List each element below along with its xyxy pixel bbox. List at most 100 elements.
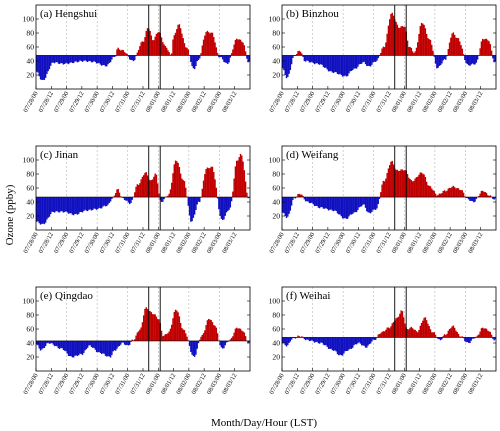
ozone-bar: [293, 197, 295, 198]
ozone-bar: [42, 340, 44, 349]
ozone-bar: [462, 54, 465, 56]
ozone-bar: [109, 197, 112, 202]
ozone-bar: [404, 26, 406, 56]
ozone-bar: [410, 180, 413, 198]
ozone-bar: [233, 44, 235, 56]
ozone-bar: [197, 197, 200, 202]
ozone-bar: [483, 191, 485, 198]
ozone-bar: [331, 197, 334, 211]
ozone-bar: [423, 174, 425, 198]
ozone-bar: [195, 197, 197, 211]
ozone-bar: [282, 337, 284, 344]
ozone-bar: [140, 179, 142, 198]
ozone-bar: [324, 197, 326, 209]
ozone-bar: [221, 197, 224, 221]
ozone-bar: [39, 340, 42, 351]
ozone-bar: [294, 55, 297, 57]
ozone-bar: [127, 340, 130, 346]
ozone-bar: [65, 55, 67, 63]
ozone-bar: [185, 47, 187, 56]
ozone-bar: [292, 197, 294, 200]
ozone-bar: [247, 340, 249, 344]
ozone-bar: [103, 197, 105, 206]
ozone-bar: [346, 55, 349, 77]
ozone-bar: [420, 172, 423, 198]
ozone-bar: [131, 55, 133, 61]
ozone-bar: [311, 55, 313, 62]
ozone-bar: [141, 322, 144, 341]
ozone-bar: [201, 188, 204, 198]
ozone-bar: [134, 339, 136, 341]
panel-title: (c) Jinan: [40, 149, 79, 161]
ozone-bar: [155, 316, 158, 341]
ozone-bar: [329, 197, 331, 210]
ozone-bar: [493, 197, 495, 200]
ozone-bar: [429, 186, 432, 198]
ozone-bar: [177, 24, 179, 56]
ozone-bar: [469, 55, 471, 66]
ozone-bar: [135, 186, 137, 198]
ozone-bar: [211, 166, 214, 198]
ozone-bar: [221, 55, 224, 60]
ozone-bar: [112, 340, 114, 352]
ozone-bar: [299, 194, 302, 198]
ozone-bar: [308, 337, 311, 342]
ozone-bar: [438, 193, 441, 198]
ozone-bar: [368, 197, 371, 213]
ozone-bar: [283, 337, 285, 344]
ozone-bar: [244, 181, 247, 198]
ozone-bar: [64, 55, 66, 64]
ozone-bar: [359, 197, 362, 207]
ozone-bar: [404, 170, 406, 198]
ozone-bar: [145, 172, 147, 198]
ozone-bar: [422, 173, 424, 198]
ozone-bar: [315, 197, 317, 206]
ozone-bar: [227, 55, 229, 64]
ozone-bar: [334, 55, 336, 72]
ozone-bar: [346, 337, 349, 351]
panel-title: (b) Binzhou: [286, 8, 339, 20]
ozone-bar: [288, 197, 290, 214]
ozone-bar: [202, 39, 205, 56]
ozone-bar: [283, 197, 285, 214]
ozone-bar: [136, 332, 139, 341]
ozone-bar: [154, 173, 156, 198]
ozone-bar: [445, 191, 447, 198]
ozone-bar: [154, 36, 156, 56]
ozone-bar: [246, 55, 248, 59]
ozone-bar: [92, 55, 94, 63]
ozone-bar: [43, 55, 46, 80]
ozone-bar: [123, 52, 126, 56]
ozone-bar: [485, 192, 488, 198]
ozone-bar: [425, 181, 428, 198]
ozone-bar: [322, 337, 325, 345]
ozone-bar: [363, 55, 365, 62]
ozone-bar: [85, 340, 88, 350]
ozone-bar: [178, 316, 181, 341]
ozone-bar: [442, 335, 444, 338]
ozone-bar: [456, 188, 458, 198]
ozone-bar: [441, 55, 443, 64]
ozone-bar: [176, 310, 178, 341]
ozone-bar: [69, 197, 71, 214]
ozone-bar: [106, 340, 108, 357]
ozone-bar: [97, 340, 99, 353]
ozone-bar: [307, 55, 309, 61]
ozone-bar: [41, 340, 43, 350]
ozone-bar: [153, 40, 155, 56]
ozone-bar: [196, 197, 198, 205]
ozone-bar: [390, 161, 392, 198]
ozone-bar: [306, 55, 308, 61]
x-axis-label: Month/Day/Hour (LST): [211, 417, 317, 429]
ozone-bar: [335, 337, 337, 352]
ozone-bar: [391, 12, 393, 56]
ozone-bar: [380, 52, 382, 56]
ozone-bar: [99, 340, 102, 353]
ozone-bar: [304, 55, 307, 62]
ozone-bar: [320, 197, 322, 208]
ozone-bar: [237, 328, 239, 341]
ozone-bar: [467, 197, 470, 200]
ozone-bar: [415, 47, 418, 56]
ozone-bar: [397, 27, 400, 56]
ozone-bar: [467, 337, 470, 343]
